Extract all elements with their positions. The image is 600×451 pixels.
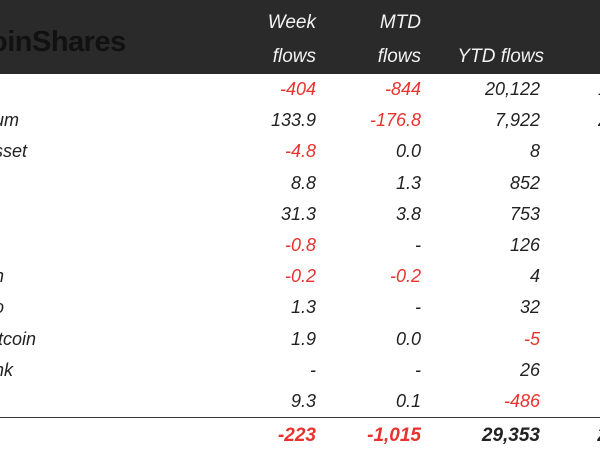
week-flows-cell: 1.3	[290, 297, 316, 318]
total-row: -223 -1,015 29,353 2	[0, 417, 600, 451]
week-flows-cell: 133.9	[270, 110, 316, 131]
table-row: -404 -844 20,122 1	[0, 74, 600, 105]
table-row: o 1.3 - 32	[0, 292, 600, 323]
asset-label: itcoin	[0, 328, 37, 349]
week-flows-cell: -	[310, 359, 316, 380]
mtd-flows-header-line2: flows	[377, 46, 421, 67]
mtd-flows-cell: -0.2	[389, 266, 421, 287]
ytd-flows-cell: 126	[509, 234, 540, 255]
asset-label: sset	[0, 141, 28, 162]
table-row: sset -4.8 0.0 8	[0, 136, 600, 167]
total-extra-value: 2	[597, 425, 600, 447]
total-ytd-flows: 29,353	[481, 425, 540, 446]
ytd-flows-cell: 20,122	[484, 79, 540, 99]
ytd-flows-cell: 4	[529, 266, 540, 287]
mtd-flows-header-line1: MTD	[379, 12, 421, 33]
table-row: um 133.9 -176.8 7,922 2	[0, 105, 600, 136]
mtd-flows-cell: 0.1	[395, 390, 421, 411]
week-flows-cell: -0.2	[284, 266, 316, 287]
week-flows-cell: 8.8	[290, 172, 316, 193]
table-row: 8.8 1.3 852	[0, 168, 600, 199]
table-body: -404-84420,1221um133.9-176.87,9222sset-4…	[0, 74, 600, 417]
mtd-flows-cell: 1.3	[395, 172, 421, 193]
mtd-flows-cell: 0.0	[395, 328, 421, 349]
coinshares-logo: oinShares	[0, 26, 126, 58]
ytd-flows-cell: 753	[509, 203, 540, 224]
table-row: n -0.2 -0.2 4	[0, 261, 600, 292]
week-flows-cell: -404	[279, 79, 316, 99]
extra-column-cell: 2	[598, 109, 600, 131]
total-week-flows: -223	[277, 425, 316, 446]
week-flows-cell: -4.8	[284, 141, 316, 162]
asset-label: o	[0, 296, 4, 318]
week-flows-header-line2: flows	[272, 46, 316, 67]
extra-column-cell: 1	[598, 78, 600, 100]
ytd-flows-cell: -5	[523, 328, 540, 349]
table-row: nk - - 26	[0, 355, 600, 386]
table-row: 31.3 3.8 753	[0, 199, 600, 230]
table-header: oinShares Week flows MTD flows YTD flows	[0, 0, 600, 74]
week-flows-cell: 9.3	[290, 390, 316, 411]
mtd-flows-cell: 0.0	[395, 141, 421, 162]
ytd-flows-cell: -486	[503, 390, 540, 411]
ytd-flows-cell: 26	[519, 359, 540, 380]
ytd-flows-header: YTD flows	[457, 46, 544, 67]
mtd-flows-cell: -	[415, 359, 421, 380]
ytd-flows-cell: 852	[509, 172, 540, 193]
table-row: -0.8 - 126	[0, 230, 600, 261]
table-row: itcoin 1.9 0.0 -5	[0, 324, 600, 355]
asset-label: um	[0, 110, 20, 131]
asset-label: nk	[0, 359, 14, 380]
mtd-flows-cell: -	[415, 297, 421, 318]
ytd-flows-cell: 8	[529, 141, 540, 162]
week-flows-cell: 1.9	[290, 328, 316, 349]
mtd-flows-cell: -176.8	[369, 110, 421, 131]
table-row: 9.3 0.1 -486	[0, 386, 600, 417]
week-flows-header-line1: Week	[267, 12, 316, 33]
total-mtd-flows: -1,015	[367, 425, 421, 446]
mtd-flows-cell: -844	[384, 79, 421, 99]
asset-label: n	[0, 265, 4, 287]
mtd-flows-cell: -	[415, 234, 421, 255]
ytd-flows-cell: 7,922	[494, 110, 540, 131]
week-flows-cell: -0.8	[284, 234, 316, 255]
week-flows-cell: 31.3	[280, 203, 316, 224]
mtd-flows-cell: 3.8	[395, 203, 421, 224]
ytd-flows-cell: 32	[519, 297, 540, 318]
